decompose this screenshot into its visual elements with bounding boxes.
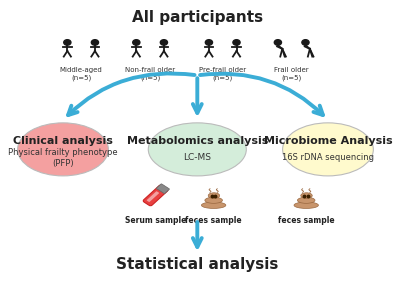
Text: Metabolomics analysis: Metabolomics analysis (127, 136, 268, 146)
Circle shape (133, 40, 140, 45)
Text: Clinical analysis: Clinical analysis (13, 136, 113, 146)
Text: Frail older
(n=5): Frail older (n=5) (274, 67, 309, 81)
FancyBboxPatch shape (143, 185, 168, 206)
Text: Microbiome Analysis: Microbiome Analysis (264, 136, 392, 146)
Text: Non-frail older
(n=5): Non-frail older (n=5) (125, 67, 175, 81)
FancyBboxPatch shape (156, 184, 169, 193)
Text: Statistical analysis: Statistical analysis (116, 257, 278, 272)
Circle shape (302, 40, 309, 45)
Text: LC-MS: LC-MS (183, 153, 211, 162)
Circle shape (91, 40, 99, 45)
Ellipse shape (205, 197, 223, 203)
FancyBboxPatch shape (147, 191, 159, 202)
Text: Pre-frail older
(n=5): Pre-frail older (n=5) (199, 67, 246, 81)
Circle shape (64, 40, 71, 45)
Text: 16S rDNA sequencing: 16S rDNA sequencing (282, 153, 374, 162)
Circle shape (274, 40, 282, 45)
Ellipse shape (208, 193, 220, 199)
Circle shape (233, 40, 240, 45)
Circle shape (160, 40, 168, 45)
Ellipse shape (298, 197, 315, 203)
Ellipse shape (294, 202, 318, 208)
Text: Middle-aged
(n=5): Middle-aged (n=5) (60, 67, 103, 81)
Ellipse shape (283, 123, 373, 176)
Ellipse shape (301, 193, 312, 199)
Ellipse shape (201, 202, 226, 208)
Text: feces sample: feces sample (278, 216, 334, 225)
Text: Serum sample: Serum sample (125, 215, 186, 224)
Ellipse shape (18, 123, 108, 176)
Text: Physical frailty phenotype
(PFP): Physical frailty phenotype (PFP) (8, 148, 118, 168)
Text: feces sample: feces sample (185, 216, 242, 225)
Ellipse shape (148, 123, 246, 176)
Text: All participants: All participants (132, 10, 263, 25)
Circle shape (205, 40, 213, 45)
